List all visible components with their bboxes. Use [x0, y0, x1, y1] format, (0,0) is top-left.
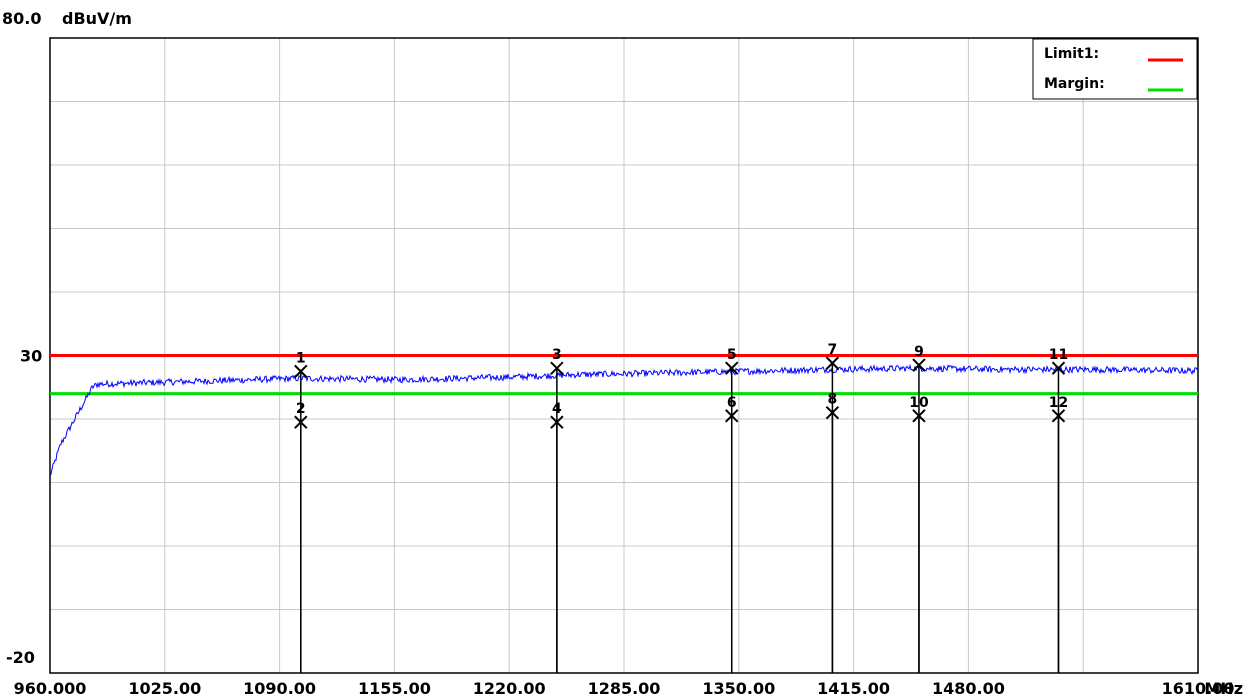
marker-x-11 — [1051, 361, 1066, 375]
measurement-trace — [49, 363, 1199, 476]
marker-label-4: 4 — [552, 401, 562, 417]
y-unit-label: dBuV/m — [62, 9, 132, 28]
x-unit-label: MHz — [1204, 679, 1243, 698]
marker-label-10: 10 — [909, 395, 929, 411]
legend-label-0: Limit1: — [1044, 46, 1099, 62]
legend: Limit1: Margin: — [1032, 38, 1198, 100]
x-tick-label-8: 1480.00 — [932, 679, 1005, 698]
marker-x-5 — [725, 361, 739, 375]
marker-label-3: 3 — [552, 347, 562, 363]
marker-x-6 — [725, 409, 739, 423]
marker-x-1 — [294, 364, 308, 379]
marker-label-1: 1 — [296, 350, 306, 366]
x-tick-label-9: 1610.00 — [1162, 679, 1235, 698]
marker-x-8 — [825, 405, 840, 420]
marker-x-7 — [825, 356, 840, 370]
legend-label-1: Margin: — [1044, 76, 1105, 92]
marker-label-6: 6 — [727, 395, 737, 411]
marker-x-4 — [550, 415, 564, 429]
x-tick-label-3: 1155.00 — [358, 679, 431, 698]
x-tick-label-5: 1285.00 — [588, 679, 661, 698]
marker-x-9 — [912, 358, 926, 372]
marker-label-12: 12 — [1049, 395, 1068, 411]
marker-label-9: 9 — [914, 344, 924, 360]
reference-lines — [50, 354, 1198, 396]
marker-x-2 — [294, 415, 308, 429]
marker-x-12 — [1051, 409, 1066, 423]
marker-x-3 — [550, 361, 564, 375]
marker-label-2: 2 — [296, 401, 306, 417]
y-tick-label-bottom: -20 — [6, 648, 35, 667]
trace-group — [49, 363, 1199, 476]
marker-label-5: 5 — [727, 347, 737, 363]
x-tick-label-4: 1220.00 — [473, 679, 546, 698]
marker-x-10 — [912, 409, 926, 423]
tick-labels: 80.0 dBuV/m 30 -20 960.000 1025.00 1090.00 1155… — [2, 9, 1243, 698]
y-tick-label-top: 80.0 — [2, 9, 41, 28]
x-tick-label-0: 960.000 — [14, 679, 87, 698]
x-tick-label-2: 1090.00 — [243, 679, 316, 698]
x-tick-label-6: 1350.00 — [702, 679, 775, 698]
x-tick-label-7: 1415.00 — [817, 679, 890, 698]
marker-label-7: 7 — [828, 342, 838, 358]
marker-label-8: 8 — [828, 392, 838, 408]
x-tick-label-1: 1025.00 — [128, 679, 201, 698]
marker-label-11: 11 — [1049, 347, 1068, 363]
y-tick-label-30: 30 — [20, 347, 42, 366]
